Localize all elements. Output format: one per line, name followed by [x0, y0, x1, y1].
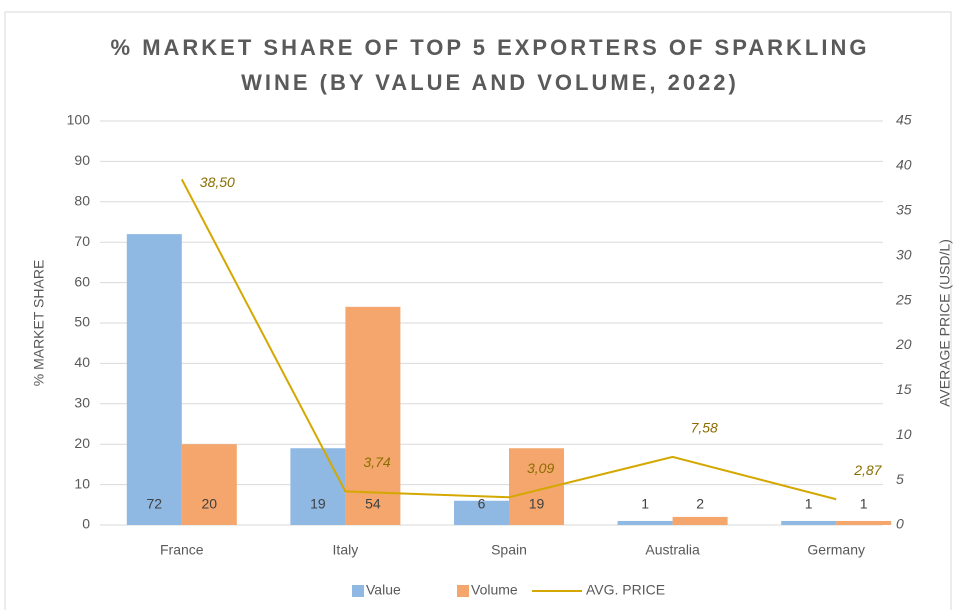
- bar: [617, 520, 673, 525]
- x-tick-label: Germany: [807, 542, 865, 558]
- y-tick-label: 10: [74, 475, 90, 491]
- y-tick-label: 90: [74, 152, 90, 168]
- line-value-label: 3,74: [363, 454, 390, 470]
- line-value-label: 2,87: [853, 462, 882, 478]
- x-tick-label: Italy: [333, 542, 359, 558]
- bar: [454, 500, 509, 525]
- y-tick-label: 40: [74, 354, 90, 370]
- x-tick-label: Spain: [491, 542, 527, 558]
- chart-border: [4, 11, 952, 610]
- bar: [672, 516, 728, 525]
- y2-tick-label: 5: [896, 471, 904, 487]
- bar-value-label: 72: [147, 496, 163, 512]
- y-tick-label: 60: [74, 273, 90, 289]
- y-tick-label: 100: [67, 112, 91, 128]
- bar: [126, 234, 182, 525]
- bar: [345, 306, 401, 525]
- legend-label: AVG. PRICE: [586, 582, 665, 598]
- bar: [290, 448, 346, 525]
- line-value-label: 7,58: [691, 420, 718, 436]
- y2-tick-label: 45: [896, 112, 912, 128]
- y2-tick-label: 35: [896, 201, 912, 217]
- bar-value-label: 19: [310, 496, 326, 512]
- bar: [836, 520, 892, 525]
- legend-swatch: [457, 585, 469, 597]
- line-value-label: 38,50: [200, 174, 235, 190]
- x-tick-label: France: [160, 542, 204, 558]
- y-tick-label: 80: [74, 193, 90, 209]
- y-tick-label: 30: [74, 395, 90, 411]
- legend-label: Volume: [471, 582, 518, 598]
- bar: [781, 520, 837, 525]
- y2-tick-label: 10: [896, 426, 912, 442]
- bar-value-label: 1: [805, 496, 813, 512]
- y2-tick-label: 20: [895, 336, 912, 352]
- y-tick-label: 20: [74, 435, 90, 451]
- line: [180, 178, 837, 501]
- line-value-label: 3,09: [527, 460, 554, 476]
- y2-tick-label: 25: [895, 291, 912, 307]
- x-tick-label: Australia: [645, 542, 700, 558]
- y-tick-label: 0: [82, 516, 90, 532]
- bar-value-label: 2: [696, 496, 704, 512]
- legend-swatch: [352, 585, 364, 597]
- y2-tick-label: 40: [896, 157, 912, 173]
- bar-value-label: 20: [202, 496, 218, 512]
- legend-label: Value: [366, 582, 401, 598]
- y-axis-label: % MARKET SHARE: [31, 260, 47, 387]
- bar: [181, 444, 237, 525]
- y-tick-label: 70: [74, 233, 90, 249]
- y2-tick-label: 0: [896, 516, 904, 532]
- bar-value-label: 1: [641, 496, 649, 512]
- chart-title: % MARKET SHARE OF TOP 5 EXPORTERS OF SPA…: [110, 35, 870, 95]
- y2-tick-label: 15: [896, 381, 912, 397]
- y2-tick-label: 30: [896, 246, 912, 262]
- y-tick-label: 50: [74, 314, 90, 330]
- y2-axis-label: AVERAGE PRICE (USD/L): [937, 239, 953, 407]
- bar-value-label: 19: [529, 496, 545, 512]
- bar-value-label: 54: [365, 496, 381, 512]
- bar-value-label: 1: [860, 496, 868, 512]
- bar-value-label: 6: [478, 496, 486, 512]
